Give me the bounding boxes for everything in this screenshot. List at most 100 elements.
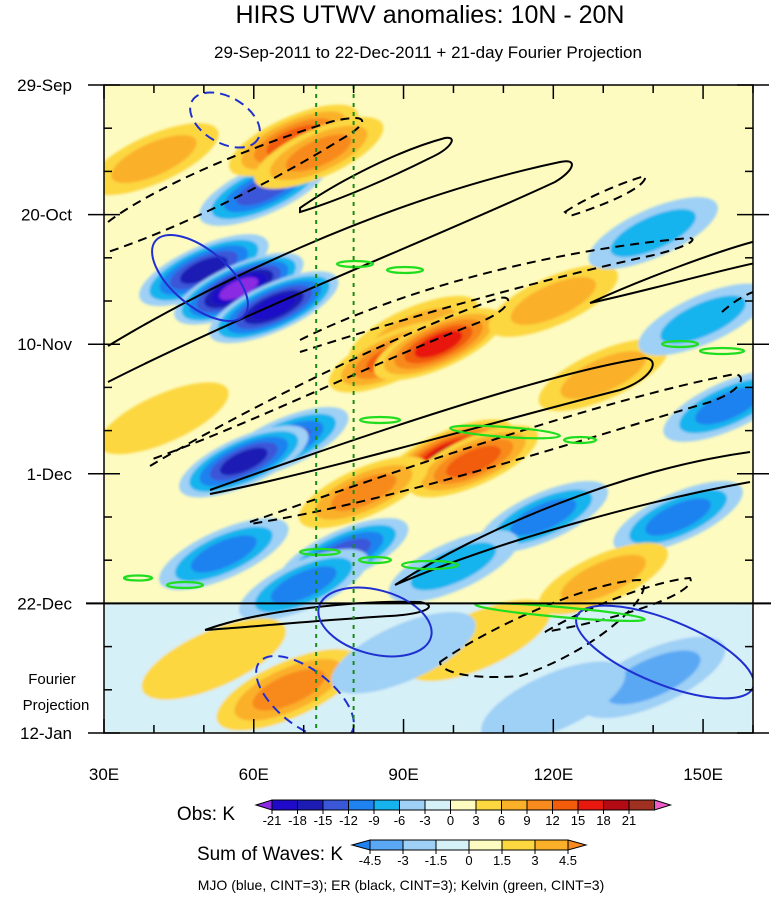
anomaly-blob	[580, 636, 726, 719]
colorbar-box	[526, 799, 553, 811]
kelvin-contour	[660, 339, 700, 349]
colorbar-tick-label: 0	[447, 813, 454, 828]
colorbar-box	[424, 799, 451, 811]
kelvin-contour	[358, 415, 402, 425]
mjo-contour-negative	[575, 604, 753, 700]
y-tick-label: 1-Dec	[27, 465, 73, 484]
kelvin-contour	[400, 559, 460, 571]
er-contour-positive	[589, 240, 753, 304]
anomaly-blob	[538, 542, 668, 615]
colorbar-end	[350, 839, 371, 851]
mjo-contour-negative	[151, 233, 249, 323]
x-tick-label: 60E	[239, 765, 269, 784]
colorbar-tick-label: 1.5	[493, 853, 511, 868]
y-tick-label: 22-Dec	[17, 594, 72, 613]
er-contour-negative	[107, 117, 363, 253]
er-contour-positive	[299, 136, 453, 214]
anomaly-level	[510, 498, 577, 536]
kelvin-contour	[335, 259, 375, 269]
anomaly-blob	[139, 234, 269, 307]
anomaly-level	[219, 447, 268, 476]
colorbar-tick-label: 3	[472, 813, 479, 828]
y-axis: 29-Sep 20-Oct 10-Nov 1-Dec 22-Dec 12-Jan	[17, 76, 769, 743]
anomaly-level	[219, 277, 259, 301]
anomaly-level	[605, 650, 701, 705]
kelvin-contour	[298, 547, 342, 557]
anomaly-blob	[373, 308, 504, 381]
y-tick-label: 12-Jan	[20, 724, 72, 743]
colorbar-tick-label: 12	[545, 813, 559, 828]
anomaly-blob	[141, 618, 286, 700]
er-contour-positive	[204, 600, 430, 631]
wave-legend: MJO (blue, CINT=3); ER (black, CINT=3); …	[198, 877, 605, 893]
colorbar-box	[348, 799, 375, 811]
anomaly-blob	[488, 265, 618, 337]
obs-colorbar: -21 -18 -15 -12 -9 -6 -3 0 3 6 9 12 15 18 21	[254, 799, 673, 828]
anomaly-blob	[481, 661, 626, 733]
colorbar-tick-label: -15	[314, 813, 333, 828]
anomaly-level	[331, 612, 476, 694]
projection-label-line1: Fourier	[28, 671, 76, 688]
colorbar-tick-label: -6	[394, 813, 406, 828]
waves-colorbar-label: Sum of Waves: K	[197, 844, 343, 865]
kelvin-contours	[122, 259, 746, 623]
colorbar-tick-label: -18	[288, 813, 307, 828]
anomaly-blob	[216, 649, 361, 731]
colorbar-tick-label: -3	[397, 853, 409, 868]
x-tick-label: 30E	[89, 765, 119, 784]
colorbar-box	[399, 799, 426, 811]
colorbar-tick-label: -3	[419, 813, 431, 828]
colorbar-tick-label: -4.5	[359, 853, 381, 868]
colorbar-box	[373, 799, 400, 811]
y-tick-label: 29-Sep	[17, 76, 72, 95]
anomaly-level	[111, 135, 197, 184]
anomaly-level	[190, 535, 257, 573]
mjo-contour-negative	[317, 586, 433, 658]
er-contour-negative	[721, 291, 753, 313]
er-wave-contours	[107, 117, 753, 679]
colorbar-end	[654, 799, 673, 811]
anomaly-level	[141, 618, 286, 700]
colorbar-box	[577, 799, 604, 811]
colorbar-tick-label: 21	[622, 813, 636, 828]
colorbar-box	[475, 799, 502, 811]
colorbar-box	[501, 839, 536, 851]
anomaly-level	[270, 566, 337, 604]
anomaly-blob	[174, 252, 304, 325]
anomaly-level	[510, 277, 596, 325]
anomaly-level	[695, 387, 753, 425]
er-contour-negative	[563, 174, 647, 218]
waves-colorbar: -4.5 -3 -1.5 0 1.5 3 4.5	[350, 839, 588, 868]
er-contour-positive	[209, 356, 654, 495]
colorbar-tick-label: -12	[339, 813, 358, 828]
x-axis: 30E 60E 90E 120E 150E	[89, 85, 754, 784]
anomaly-level	[645, 498, 712, 536]
anomaly-blob	[298, 456, 429, 529]
reference-lines	[315, 85, 355, 733]
colorbar-tick-label: -1.5	[425, 853, 447, 868]
colorbar-tick-label: 4.5	[559, 853, 577, 868]
kelvin-contour	[357, 555, 393, 565]
anomaly-level	[180, 256, 228, 284]
kelvin-contour	[385, 265, 425, 275]
colorbar-box	[534, 839, 569, 851]
colorbar-box	[402, 839, 437, 851]
colorbar-box	[322, 799, 349, 811]
chart-subtitle: 29-Sep-2011 to 22-Dec-2011 + 21-day Four…	[214, 43, 642, 62]
anomaly-level	[104, 382, 229, 455]
colorbar-box	[271, 799, 298, 811]
er-contour-negative	[544, 576, 692, 633]
colorbar-box	[552, 799, 579, 811]
colorbar-tick-label: 15	[571, 813, 585, 828]
colorbar-tick-label: 9	[523, 813, 530, 828]
plot-frame	[103, 84, 754, 734]
kelvin-contour	[698, 346, 746, 356]
colorbar-end	[254, 799, 273, 811]
x-tick-label: 150E	[683, 765, 723, 784]
colorbar-end	[567, 839, 588, 851]
y-tick-label: 20-Oct	[21, 206, 72, 225]
kelvin-contour	[449, 424, 561, 440]
kelvin-contour	[165, 580, 205, 590]
y-tick-label: 10-Nov	[17, 335, 72, 354]
